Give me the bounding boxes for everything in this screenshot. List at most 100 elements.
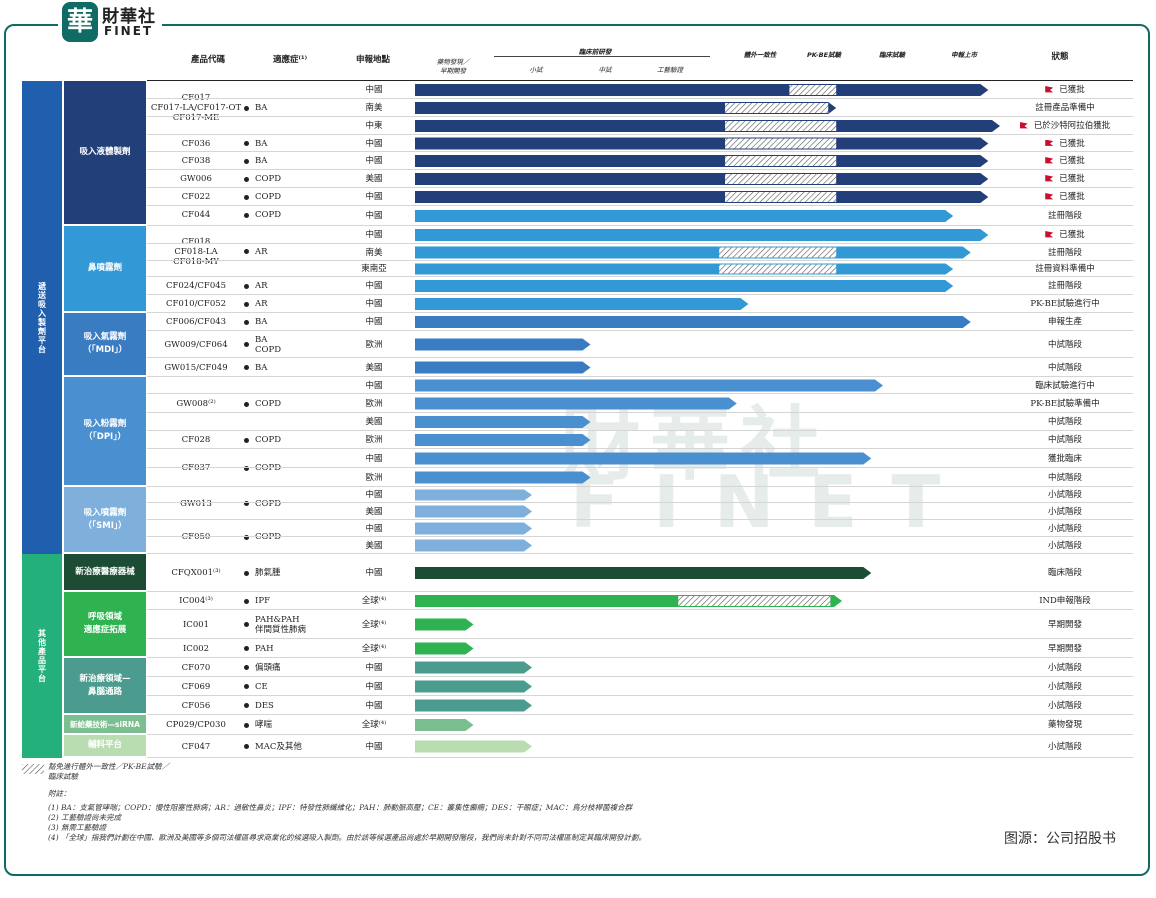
row-status: 臨床階段 <box>1047 568 1082 578</box>
row-divider <box>147 430 1133 431</box>
row-status: 中試階段 <box>1047 435 1082 445</box>
row-region: 美國 <box>365 506 383 517</box>
product-code: CF018 CF018-LA CF018-MY <box>173 236 219 267</box>
row-status: 小試階段 <box>1047 523 1082 534</box>
product-code: CF070 <box>181 662 211 673</box>
row-divider <box>147 134 1133 135</box>
row-region: 中國 <box>365 490 383 500</box>
platform-other: 其他產品平台 <box>22 554 62 758</box>
row-status: 獲批臨床 <box>1047 453 1082 464</box>
product-code: CF069 <box>181 681 211 692</box>
bullet-icon <box>244 684 249 689</box>
row-region: 中國 <box>365 523 383 534</box>
row-region: 南美 <box>365 103 383 113</box>
header-pk-be: PK-BE試驗 <box>806 51 842 59</box>
product-code: CF056 <box>181 700 211 711</box>
bullet-icon <box>244 534 249 540</box>
row-status: 中試階段 <box>1047 417 1082 427</box>
row-region: 美國 <box>365 174 383 184</box>
product-code: CF036 <box>181 138 211 149</box>
row-status: 小試階段 <box>1047 700 1082 711</box>
note-4: (4) 「全球」指我們計劃在中國、歐洲及美國等多個司法權區尋求商業化的候選吸入製… <box>48 833 647 842</box>
bullet-icon <box>244 158 249 164</box>
row-divider <box>147 243 1133 244</box>
header-region: 申報地點 <box>355 55 390 65</box>
row-divider <box>147 734 1133 735</box>
row-status: 已獲批 <box>1000 188 1130 206</box>
row-region: 中國 <box>365 317 383 327</box>
category-mdi: 吸入氣霧劑 （「MDI」） <box>64 313 146 377</box>
row-status: PK-BE試驗準備中 <box>1030 398 1100 409</box>
row-status: 早期開發 <box>1047 643 1082 654</box>
row-status: 臨床試驗進行中 <box>1035 380 1095 391</box>
bullet-icon <box>244 194 249 200</box>
row-divider <box>147 412 1133 413</box>
product-code: GW013 <box>180 498 212 509</box>
header-status: 狀態 <box>1051 52 1069 62</box>
row-divider <box>147 609 1133 610</box>
product-code: CF044 <box>181 210 211 220</box>
row-status: 已於沙特阿拉伯獲批 <box>1000 117 1130 135</box>
category-nose-brain: 新治療領域— 鼻腦通路 <box>64 658 146 715</box>
hatch-legend-icon <box>22 764 44 774</box>
row-region: 南美 <box>365 247 383 258</box>
category-nasal: 鼻噴霧劑 <box>64 226 146 313</box>
row-status: 小試階段 <box>1047 506 1082 517</box>
bullet-icon <box>244 141 249 146</box>
row-region: 中國 <box>365 700 383 711</box>
row-divider <box>147 205 1133 206</box>
row-divider <box>147 502 1133 503</box>
row-status: 註冊階段 <box>1047 211 1082 221</box>
row-divider <box>147 676 1133 677</box>
row-divider <box>147 260 1133 261</box>
row-status: 已獲批 <box>1000 152 1130 170</box>
row-region: 中國 <box>365 681 383 692</box>
header-preclinical: 臨床前研發 <box>578 48 612 56</box>
product-code: GW015/CF049 <box>164 362 228 373</box>
row-region: 歐洲 <box>365 472 383 483</box>
header-clinical: 臨床試驗 <box>879 51 905 59</box>
row-region: 東南亞 <box>361 264 387 274</box>
category-dpi: 吸入粉霧劑 （「DPI」） <box>64 377 146 487</box>
row-status: 藥物發現 <box>1047 720 1082 730</box>
row-divider <box>147 187 1133 188</box>
bullet-icon <box>244 319 249 325</box>
row-region: 中國 <box>365 281 383 291</box>
row-status: 早期開發 <box>1047 619 1082 630</box>
row-status: 小試階段 <box>1047 490 1082 500</box>
row-divider <box>147 757 1133 758</box>
row-region: 中國 <box>365 85 383 95</box>
row-status: 小試階段 <box>1047 741 1082 752</box>
header-divider <box>147 80 1133 81</box>
product-indication: MAC及其他 <box>244 735 344 758</box>
product-indication: BA <box>244 135 344 152</box>
product-indication: PAH <box>244 639 344 658</box>
bullet-icon <box>244 401 249 407</box>
product-code: IC004⁽³⁾ <box>179 596 213 606</box>
bullet-icon <box>244 744 249 749</box>
row-region: 中國 <box>365 230 383 240</box>
row-status: 中試階段 <box>1047 472 1082 483</box>
row-divider <box>147 294 1133 295</box>
product-code: IC001 <box>182 619 210 630</box>
bullet-icon <box>244 501 249 506</box>
product-indication: 肺氣腫 <box>244 554 344 592</box>
row-status: 註冊階段 <box>1047 281 1082 291</box>
row-divider <box>147 116 1133 117</box>
row-divider <box>147 276 1133 277</box>
brand-mark-icon: 華 <box>62 2 98 42</box>
bullet-icon <box>244 283 249 289</box>
product-indication: BA COPD <box>244 331 344 358</box>
brand-name-cn: 財華社 <box>102 7 156 27</box>
product-indication: 偏頭痛 <box>244 658 344 677</box>
preclinical-bracket <box>494 56 710 57</box>
product-code: CP029/CP030 <box>166 720 226 730</box>
row-status: 已獲批 <box>1000 81 1130 99</box>
row-divider <box>147 591 1133 592</box>
product-code: CF024/CF045 <box>165 281 227 291</box>
row-status: 小試階段 <box>1047 681 1082 692</box>
notes-title: 附註： <box>48 789 71 798</box>
bullet-icon <box>244 249 249 254</box>
category-excipient: 輔料平台 <box>64 735 146 758</box>
bullet-icon <box>244 598 249 604</box>
